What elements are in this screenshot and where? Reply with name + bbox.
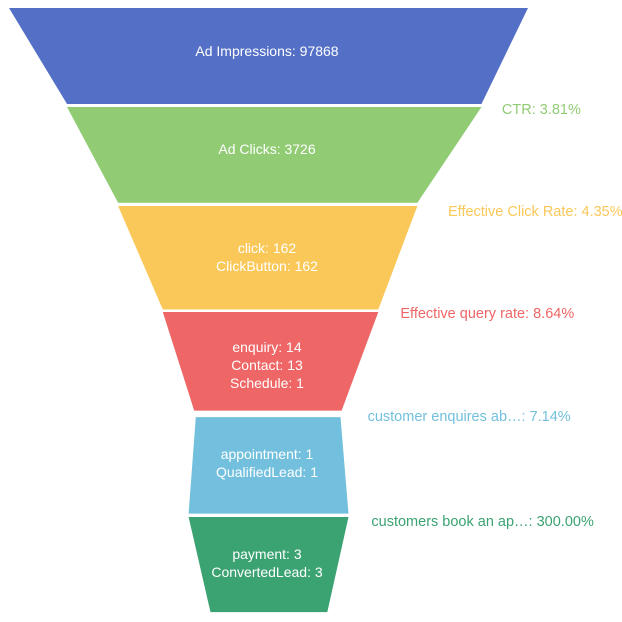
svg-text:ConvertedLead: 3: ConvertedLead: 3 (211, 564, 323, 580)
svg-text:QualifiedLead: 1: QualifiedLead: 1 (216, 464, 318, 480)
svg-text:Contact: 13: Contact: 13 (231, 357, 303, 373)
svg-text:enquiry: 14: enquiry: 14 (232, 339, 301, 355)
svg-text:Effective Click Rate: 4.35%: Effective Click Rate: 4.35% (448, 204, 622, 220)
svg-text:appointment: 1: appointment: 1 (221, 446, 314, 462)
svg-text:Ad Clicks: 3726: Ad Clicks: 3726 (218, 141, 315, 157)
svg-text:Ad Impressions: 97868: Ad Impressions: 97868 (195, 43, 338, 59)
svg-text:Effective query rate: 8.64%: Effective query rate: 8.64% (400, 306, 574, 322)
svg-text:customer enquires ab…: 7.14%: customer enquires ab…: 7.14% (368, 409, 571, 425)
svg-text:ClickButton: 162: ClickButton: 162 (216, 258, 318, 274)
svg-text:Schedule: 1: Schedule: 1 (230, 375, 304, 391)
svg-text:click: 162: click: 162 (238, 240, 297, 256)
svg-text:payment: 3: payment: 3 (232, 546, 301, 562)
svg-text:CTR: 3.81%: CTR: 3.81% (502, 102, 581, 118)
svg-text:customers book an ap…: 300.00%: customers book an ap…: 300.00% (371, 514, 594, 530)
